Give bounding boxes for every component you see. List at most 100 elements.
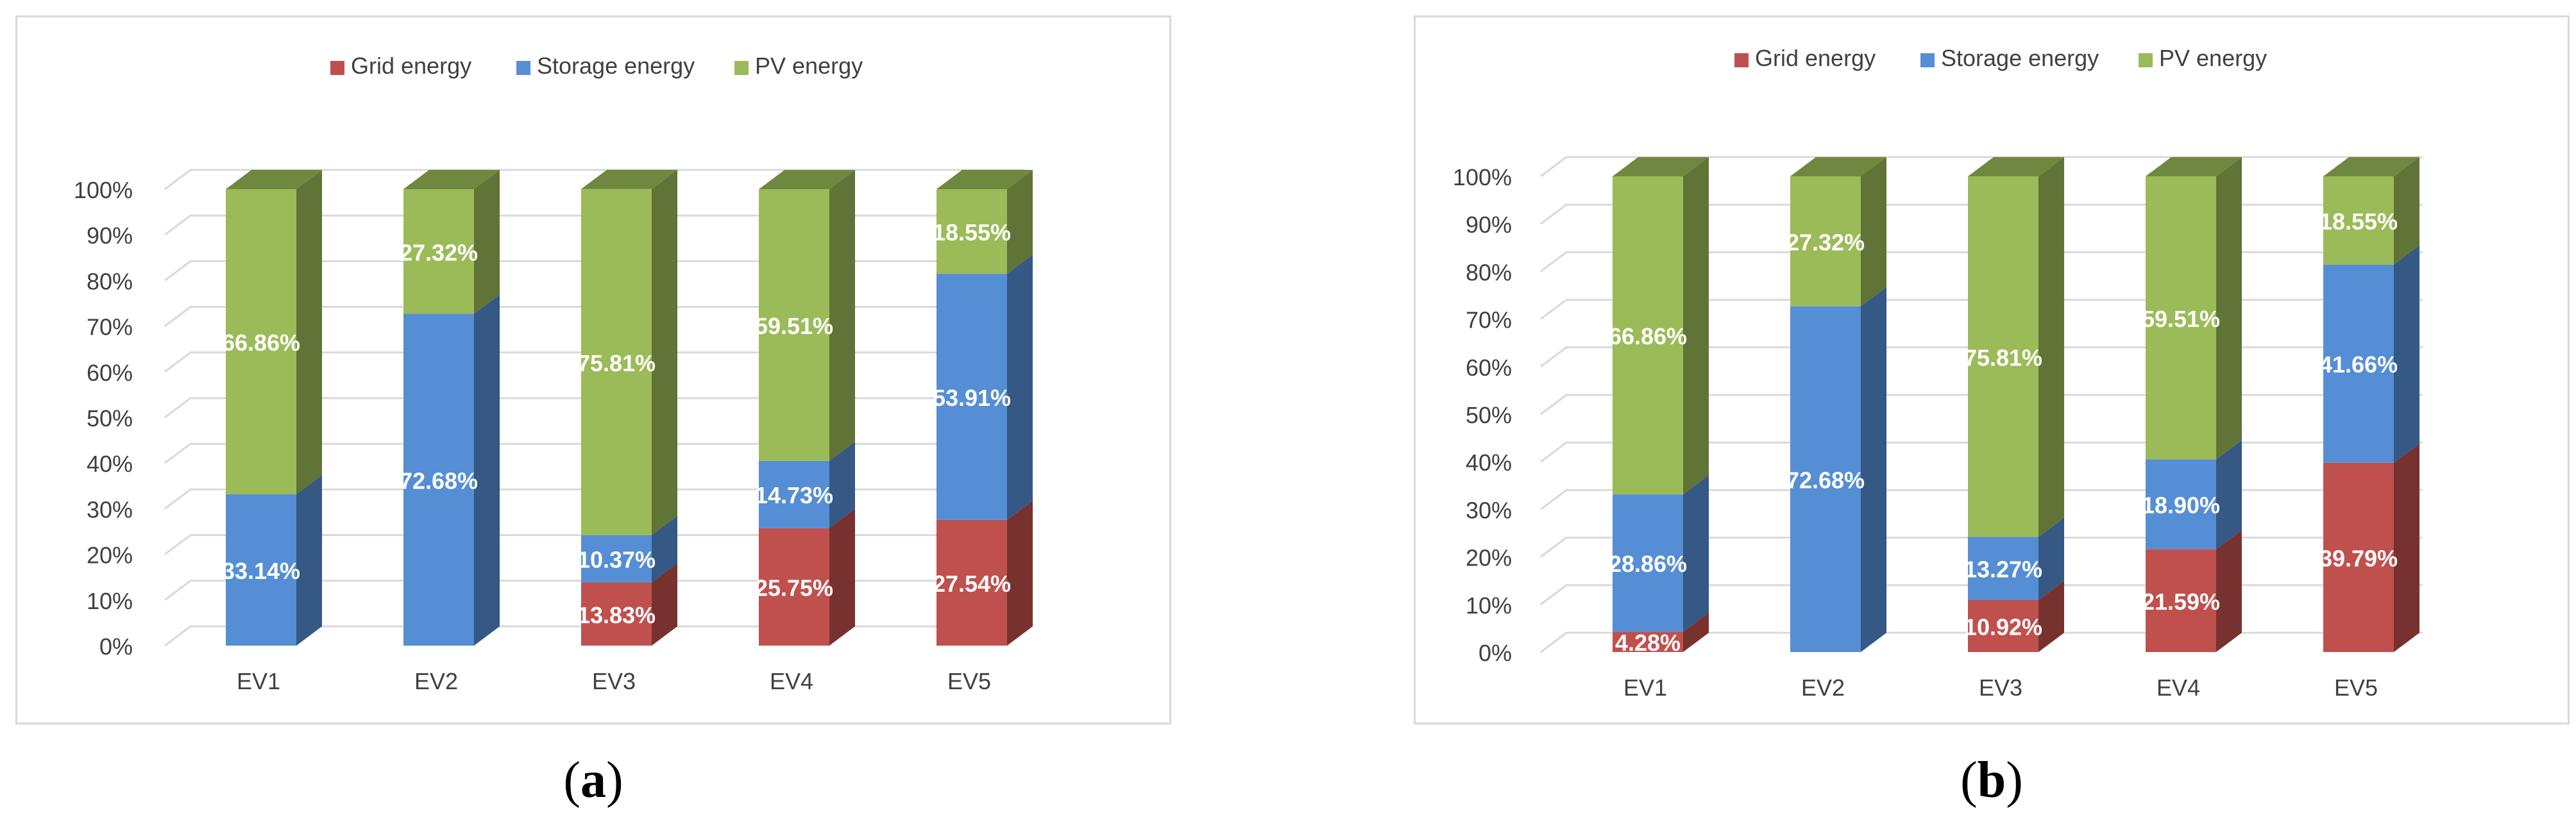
x-tick-label: EV5 (2334, 674, 2378, 701)
gridline (1540, 346, 2423, 367)
legend-label-grid: Grid energy (351, 53, 471, 79)
bar-grid-ev5 (936, 519, 1007, 646)
bar-side-pv-ev5 (2394, 157, 2419, 265)
data-label-storage-ev4: 18.90% (2142, 492, 2220, 519)
y-tick-label: 90% (87, 222, 133, 249)
y-tick-label: 50% (87, 405, 133, 431)
bar-pv-ev4 (759, 189, 829, 461)
data-label-pv-ev5: 18.55% (2319, 208, 2398, 235)
data-label-pv-ev4: 59.51% (2142, 306, 2220, 332)
y-tick-label: 80% (87, 268, 133, 294)
bar-grid-ev3 (581, 582, 652, 646)
bar-side-pv-ev2 (1861, 157, 1886, 306)
y-tick-label: 40% (87, 451, 133, 477)
x-tick-label: EV4 (770, 668, 813, 694)
bar-storage-ev1 (226, 494, 296, 646)
bar-grid-ev5 (2323, 462, 2394, 652)
y-tick-label: 90% (1466, 212, 1512, 238)
chart-panel-b: 0% 10% 20% 30% 40% 50% 60% 70% 80% 90% 100% Grid en… (1414, 15, 2570, 724)
gridline (1540, 441, 2423, 463)
x-tick-label: EV3 (1979, 674, 2022, 701)
gridline (164, 580, 1024, 601)
y-tick-label: 100% (1453, 164, 1512, 190)
y-tick-label: 30% (1466, 497, 1512, 523)
data-label-grid-ev3: 10.92% (1964, 614, 2042, 640)
bar-storage-ev1 (1613, 494, 1683, 632)
gridline (164, 442, 1024, 464)
bar-side-storage-ev2 (474, 294, 500, 646)
caption-a-letter: a (580, 752, 606, 808)
legend-label-pv: PV energy (755, 53, 863, 79)
y-tick-label: 30% (87, 496, 133, 523)
gridline (164, 351, 1024, 372)
bar-top-ev3 (581, 169, 677, 189)
y-tick-label: 60% (87, 360, 133, 386)
caption-a: (a) (497, 751, 690, 810)
y-tick-label: 40% (1466, 449, 1512, 476)
y-tick-label: 50% (1466, 402, 1512, 428)
gridline (1540, 584, 2423, 605)
data-label-storage-ev2: 72.68% (1786, 467, 1865, 493)
data-label-pv-ev5: 18.55% (933, 219, 1011, 246)
bar-grid-ev3 (1968, 599, 2038, 652)
data-label-grid-ev3: 13.83% (577, 602, 656, 628)
data-label-pv-ev3: 75.81% (577, 350, 656, 376)
bar-side-grid-ev1 (1683, 612, 1709, 652)
caption-b-letter: b (1977, 752, 2006, 808)
bar-storage-ev3 (1968, 537, 2038, 600)
bar-side-storage-ev4 (829, 441, 855, 528)
data-label-pv-ev2: 27.32% (1786, 229, 1865, 255)
y-tick-label: 60% (1466, 355, 1512, 381)
bar-side-pv-ev4 (829, 170, 855, 461)
gridline (1540, 537, 2423, 558)
y-tick-label: 70% (1466, 307, 1512, 333)
legend-swatch-grid (330, 61, 344, 75)
bar-side-pv-ev3 (2038, 157, 2064, 537)
bar-top-ev2 (1790, 157, 1886, 176)
column-ev1: 33.14% 66.86% EV1 (222, 170, 322, 694)
y-tick-label: 0% (99, 633, 133, 660)
x-tick-label: EV1 (1623, 674, 1667, 701)
gridline (164, 214, 1024, 236)
legend-label-grid: Grid energy (1755, 45, 1876, 71)
y-tick-label: 20% (87, 542, 133, 569)
bar-top-ev1 (226, 170, 322, 189)
caption-a-open: ( (563, 752, 580, 808)
gridline (1540, 251, 2423, 272)
bar-pv-ev1 (226, 189, 296, 495)
bar-side-pv-ev3 (652, 169, 677, 535)
bars: 33.14% 66.86% EV1 72.68% 27.32% EV2 13.83% 10.3… (222, 169, 1033, 694)
gridline (164, 488, 1024, 510)
data-label-grid-ev4: 21.59% (2142, 589, 2220, 615)
bar-top-ev5 (2323, 157, 2419, 176)
bar-top-ev2 (403, 170, 500, 189)
gridlines: 0% 10% 20% 30% 40% 50% 60% 70% 80% 90% 100% (1453, 156, 2423, 666)
bar-side-grid-ev4 (2216, 530, 2242, 652)
legend-label-storage: Storage energy (1941, 45, 2099, 71)
data-label-grid-ev1: 4.28% (1615, 630, 1681, 656)
data-label-storage-ev3: 13.27% (1964, 556, 2042, 583)
legend-swatch-storage (1920, 53, 1935, 67)
y-tick-label: 0% (1479, 640, 1512, 666)
y-tick-label: 100% (74, 177, 133, 203)
caption-b: (b) (1895, 751, 2088, 810)
bar-side-storage-ev1 (1683, 475, 1709, 632)
chart-a: 0% 10% 20% 30% 40% 50% 60% 70% 80% 90% 100% Grid en… (74, 53, 1033, 694)
bar-storage-ev5 (2323, 264, 2394, 463)
x-tick-label: EV1 (237, 668, 280, 694)
gridline (164, 260, 1024, 281)
chart-panel-a: 0% 10% 20% 30% 40% 50% 60% 70% 80% 90% 100% Grid en… (15, 15, 1171, 724)
bar-pv-ev2 (1790, 176, 1861, 306)
y-tick-label: 80% (1466, 259, 1512, 285)
data-label-pv-ev2: 27.32% (400, 239, 478, 265)
legend-label-storage: Storage energy (537, 53, 695, 79)
column-ev3: 13.83% 10.37% 75.81% EV3 (577, 169, 677, 694)
bar-side-storage-ev4 (2216, 440, 2242, 549)
x-tick-label: EV5 (947, 668, 991, 694)
x-tick-label: EV4 (2157, 674, 2200, 701)
data-label-pv-ev1: 66.86% (1609, 323, 1687, 349)
gridline (164, 169, 1024, 190)
x-tick-label: EV2 (1801, 674, 1845, 701)
bar-pv-ev2 (403, 189, 474, 314)
legend: Grid energy Storage energy PV energy (1734, 45, 2267, 71)
